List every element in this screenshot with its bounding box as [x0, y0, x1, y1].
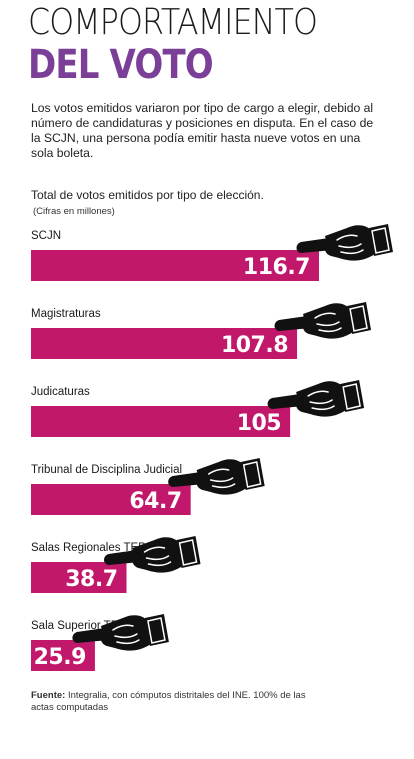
bar-category-label: Judicaturas	[31, 386, 90, 398]
bar	[31, 562, 127, 593]
bar-value-label: 64.7	[129, 489, 181, 514]
bar	[31, 484, 191, 515]
bar-value-label: 116.7	[243, 255, 310, 280]
source-label: Fuente:	[31, 690, 66, 701]
pointing-hand-icon	[296, 224, 393, 261]
bar	[31, 328, 298, 359]
pointing-hand-icon	[274, 302, 372, 339]
pointing-hand-icon	[104, 536, 201, 573]
pointing-hand-icon	[72, 614, 169, 651]
bar-category-label: Magistraturas	[31, 308, 101, 320]
bar-value-label: 107.8	[221, 333, 288, 358]
bar-category-label: Salas Regionales TEPJF	[31, 542, 159, 554]
source-note: Fuente: Integralia, con cómputos distrit…	[31, 690, 321, 714]
bar-value-label: 105	[237, 411, 281, 436]
pointing-hand-icon	[168, 458, 265, 495]
chart-title-line-2: DEL VOTO	[28, 42, 214, 88]
bar-category-label: Tribunal de Disciplina Judicial	[31, 464, 182, 476]
bar	[31, 250, 319, 281]
bar	[31, 406, 291, 437]
bar-value-label: 25.9	[34, 645, 86, 670]
chart-title-line-1: COMPORTAMIENTO	[28, 2, 318, 43]
chart-subtitle: Total de votos emitidos por tipo de elec…	[31, 188, 264, 202]
chart-units-note: (Cifras en millones)	[33, 206, 115, 217]
source-text: Integralia, con cómputos distritales del…	[31, 690, 306, 713]
intro-text: Los votos emitidos variaron por tipo de …	[31, 101, 374, 160]
bar-value-label: 38.7	[65, 567, 117, 592]
bar	[31, 640, 95, 671]
pointing-hand-icon	[267, 380, 365, 417]
bar-category-label: SCJN	[31, 230, 61, 242]
